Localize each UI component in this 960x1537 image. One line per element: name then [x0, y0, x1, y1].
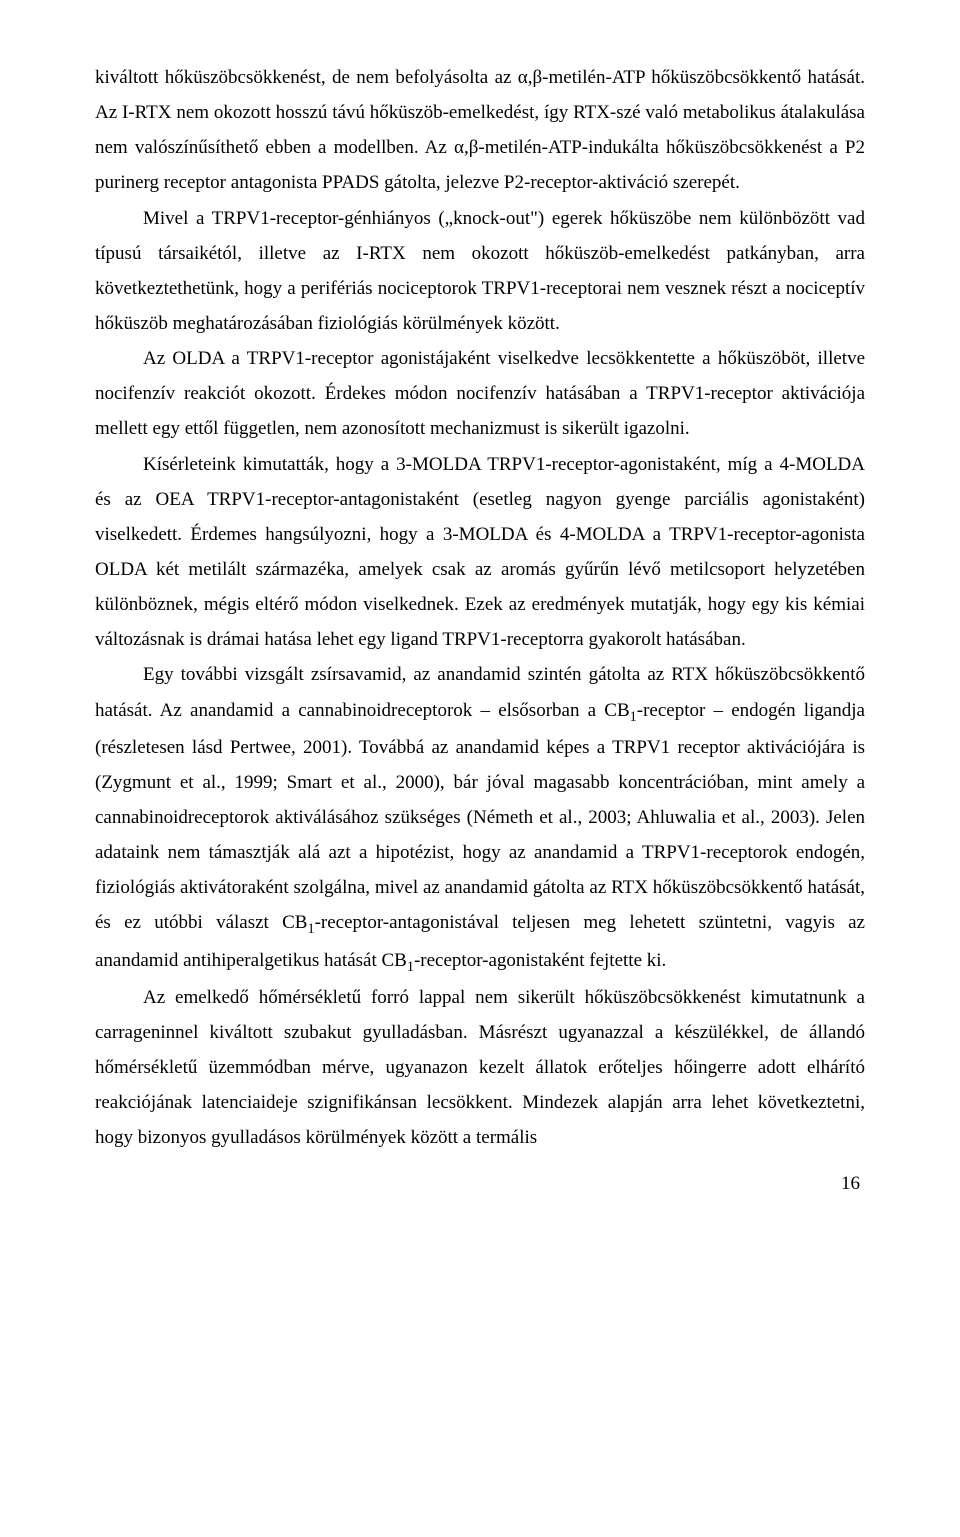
body-paragraph: Az emelkedő hőmérsékletű forró lappal ne… [95, 980, 865, 1156]
body-paragraph: Az OLDA a TRPV1-receptor agonistájaként … [95, 341, 865, 446]
paragraph-text: -receptor – endogén ligandja (részletese… [95, 700, 865, 934]
page-number: 16 [95, 1173, 865, 1195]
subscript: 1 [407, 958, 414, 974]
paragraph-text: -receptor-agonistaként fejtette ki. [414, 950, 666, 971]
body-paragraph: Kísérleteink kimutatták, hogy a 3-MOLDA … [95, 447, 865, 658]
subscript: 1 [630, 708, 637, 724]
body-paragraph: Mivel a TRPV1-receptor-génhiányos („knoc… [95, 201, 865, 342]
body-paragraph: kiváltott hőküszöbcsökkenést, de nem bef… [95, 60, 865, 201]
body-paragraph: Egy további vizsgált zsírsavamid, az ana… [95, 657, 865, 979]
subscript: 1 [307, 921, 314, 937]
